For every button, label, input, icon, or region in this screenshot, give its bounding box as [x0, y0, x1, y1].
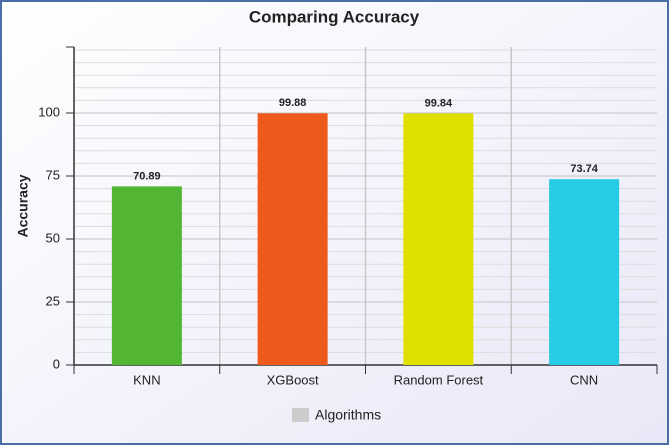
data-label: 73.74 [570, 163, 598, 175]
data-label: 99.88 [279, 97, 307, 109]
data-label: 99.84 [425, 97, 453, 109]
bar [111, 186, 182, 365]
x-tick-label: KNN [133, 372, 160, 387]
y-axis-label: Accuracy [15, 174, 31, 237]
y-tick-label: 100 [38, 104, 60, 119]
y-tick-label: 25 [46, 293, 60, 308]
y-tick-label: 0 [53, 356, 60, 371]
x-tick-label: Random Forest [394, 372, 484, 387]
y-tick-label: 75 [46, 167, 60, 182]
legend-label: Algorithms [315, 407, 381, 423]
x-tick-label: XGBoost [267, 372, 319, 387]
bar [549, 179, 620, 365]
bar [257, 113, 328, 365]
y-tick-label: 50 [46, 230, 60, 245]
bar [403, 113, 474, 365]
legend-swatch [292, 408, 309, 422]
data-label: 70.89 [133, 170, 161, 182]
x-tick-label: CNN [570, 372, 598, 387]
chart-title: Comparing Accuracy [249, 7, 420, 26]
